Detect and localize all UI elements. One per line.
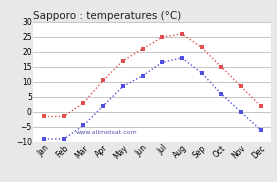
Text: www.allmetsat.com: www.allmetsat.com [76,130,138,135]
Text: Sapporo : temperatures (°C): Sapporo : temperatures (°C) [33,11,181,21]
